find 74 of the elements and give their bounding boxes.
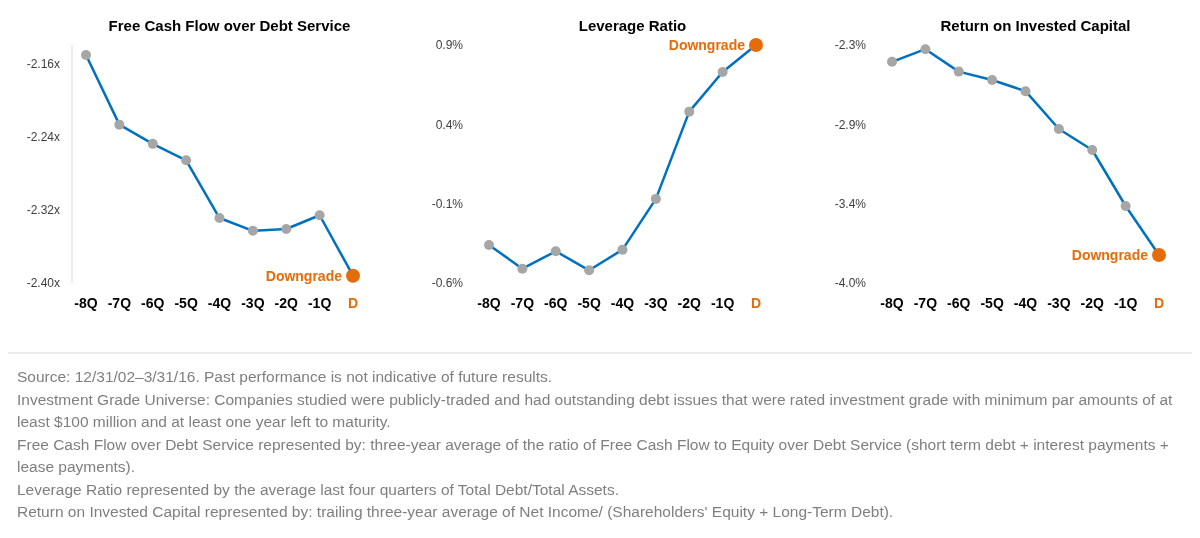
y-tick-label: -0.6% <box>431 276 464 291</box>
chart-title: Free Cash Flow over Debt Service <box>108 17 351 34</box>
point <box>247 225 258 236</box>
annotation: Downgrade <box>668 36 746 53</box>
y-tick-label: -0.1% <box>431 196 464 211</box>
point <box>114 119 125 130</box>
point <box>81 50 91 61</box>
y-tick-label: -2.40x <box>26 276 60 291</box>
point <box>684 106 695 117</box>
annotation: Downgrade <box>265 267 343 284</box>
text: Investment Grade Universe: Companies studied were publicly-traded and had outstanding debt issues that were rated investment grade with minimum par amounts of at least $100 million and at least one year left to maturity. <box>17 390 1174 430</box>
x-tick-label: -8Q <box>477 295 501 311</box>
y-tick-label: -4.0% <box>834 276 867 291</box>
point <box>1120 201 1131 211</box>
annotation: Downgrade <box>1071 246 1149 263</box>
x-tick-label: -2Q <box>1080 295 1105 311</box>
y-tick-label: -2.32x <box>26 202 60 217</box>
point <box>147 138 158 149</box>
x-tick-label: -6Q <box>141 295 165 311</box>
text: Leverage Ratio represented by the average last four quarters of Total Debt/Total Assets. <box>17 480 619 498</box>
x-tick-label: -1Q <box>1113 295 1138 311</box>
x-tick-label: D <box>347 295 359 311</box>
point <box>920 44 931 55</box>
chart-title: Return on Invested Capital <box>940 17 1131 34</box>
x-tick-label: -6Q <box>947 295 971 311</box>
point <box>281 223 292 234</box>
point <box>717 66 728 77</box>
x-tick-label: -5Q <box>577 295 601 311</box>
x-tick-label: -7Q <box>107 295 132 311</box>
y-tick-label: 0.9% <box>435 38 464 53</box>
point <box>1053 124 1064 134</box>
point <box>214 213 225 224</box>
x-tick-label: -3Q <box>241 295 265 311</box>
y-tick-label: -2.24x <box>26 129 60 144</box>
point <box>1020 86 1031 97</box>
point <box>484 239 494 250</box>
x-tick-label: -4Q <box>207 295 232 311</box>
x-tick-label: D <box>1153 295 1165 311</box>
x-tick-label: -8Q <box>74 295 98 311</box>
x-tick-label: -3Q <box>1047 295 1071 311</box>
x-tick-label: -4Q <box>610 295 635 311</box>
text: Free Cash Flow over Debt Service represented by: three-year average of the ratio of Free Cash Flow to Equity over Debt Service (short term debt + interest payments + lease payments). <box>17 435 1169 475</box>
point <box>1087 145 1098 155</box>
point <box>953 66 964 77</box>
chart-title: Leverage Ratio <box>578 17 687 34</box>
source-note: Source: 12/31/02–3/31/16. Past performance is not indicative of future results. <box>17 368 553 385</box>
x-tick-label: -1Q <box>710 295 735 311</box>
y-tick-label: -3.4% <box>834 196 867 211</box>
text: Return on Invested Capital represented by: trailing three-year average of Net Income/ (Shareholders' Equity + Long-Term Debt). <box>17 503 894 520</box>
point <box>181 155 192 166</box>
x-tick-label: -7Q <box>913 295 938 311</box>
point <box>314 210 325 221</box>
x-tick-label: -2Q <box>677 295 702 311</box>
y-tick-label: -2.9% <box>834 117 867 132</box>
point <box>584 265 595 276</box>
point <box>517 263 528 274</box>
x-tick-label: -6Q <box>544 295 568 311</box>
y-tick-label: -2.16x <box>26 56 60 71</box>
x-tick-label: -8Q <box>880 295 904 311</box>
x-tick-label: -2Q <box>274 295 299 311</box>
point <box>617 244 628 255</box>
point <box>550 246 561 257</box>
x-tick-label: -3Q <box>644 295 668 311</box>
x-tick-label: -1Q <box>307 295 332 311</box>
x-tick-label: -7Q <box>510 295 535 311</box>
x-tick-label: D <box>750 295 762 311</box>
point <box>987 75 998 85</box>
y-tick-label: 0.4% <box>435 117 464 132</box>
x-tick-label: -4Q <box>1013 295 1038 311</box>
x-tick-label: -5Q <box>174 295 198 311</box>
point <box>650 193 661 204</box>
x-tick-label: -5Q <box>980 295 1004 311</box>
y-tick-label: -2.3% <box>834 38 867 53</box>
point <box>887 56 897 67</box>
